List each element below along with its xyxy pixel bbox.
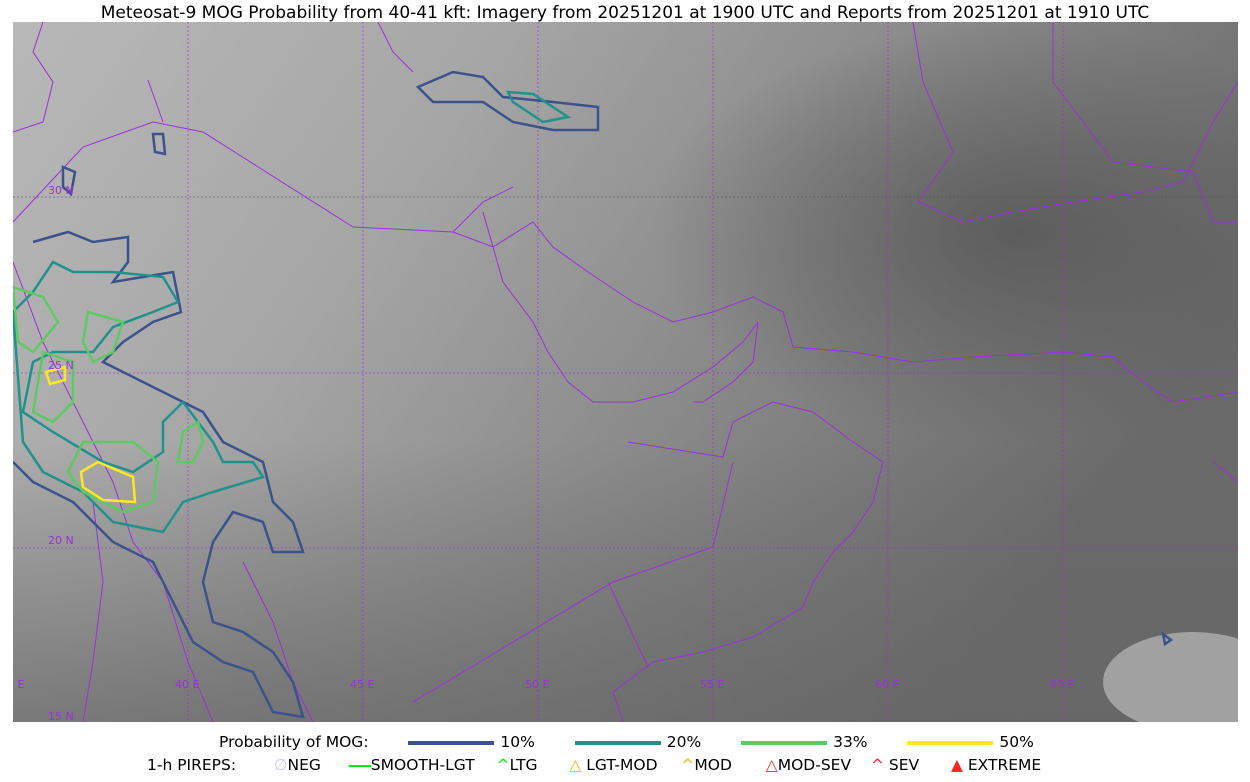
double-caret-bar-icon: △ [765, 756, 778, 774]
level-20-label: 20% [666, 733, 702, 751]
svg-text:65 E: 65 E [1050, 678, 1074, 691]
pirep-sev-label: SEV [888, 756, 920, 774]
double-caret-icon: ^ [870, 756, 884, 774]
map-title: Meteosat-9 MOG Probability from 40-41 kf… [100, 3, 1150, 23]
filled-triangle-icon: ▲ [951, 756, 963, 774]
caret-icon: ^ [681, 756, 695, 774]
level-33-label: 33% [833, 733, 868, 751]
level-10-label: 10% [500, 733, 535, 751]
probability-legend: Probability of MOG: 10% 20% 33% 50% [219, 733, 1034, 751]
svg-text:20 N: 20 N [48, 534, 74, 547]
pirep-lgt-mod-label: LGT-MOD [586, 756, 658, 774]
swatch-20 [574, 740, 661, 745]
pirep-legend: 1-h PIREPS: ∅NEG SMOOTH-LGT ^LTG △ LGT-M… [147, 756, 1041, 774]
lat-labels: 30 N 25 N 20 N 15 N [48, 184, 74, 722]
grid-lines [13, 22, 1238, 722]
caret-bar-icon: △ [569, 756, 582, 774]
svg-text:45 E: 45 E [350, 678, 374, 691]
neg-circle-icon: ∅ [273, 756, 288, 774]
svg-text:55 E: 55 E [700, 678, 724, 691]
svg-text:35 E: 35 E [13, 678, 24, 691]
swatch-10 [408, 740, 495, 745]
svg-text:25 N: 25 N [48, 359, 74, 372]
line-icon [348, 764, 371, 767]
mog-contours [13, 70, 1174, 719]
svg-text:60 E: 60 E [875, 678, 899, 691]
pirep-legend-title: 1-h PIREPS: [147, 756, 237, 774]
svg-text:50 E: 50 E [525, 678, 549, 691]
pirep-smooth-lgt-label: SMOOTH-LGT [370, 756, 475, 774]
svg-text:40 E: 40 E [175, 678, 199, 691]
satellite-map: 30 N 25 N 20 N 15 N 35 E 40 E 45 E 50 E … [13, 22, 1238, 722]
pirep-extreme-label: EXTREME [967, 756, 1042, 774]
swatch-50 [907, 740, 994, 745]
probability-legend-title: Probability of MOG: [219, 733, 369, 751]
lon-labels: 35 E 40 E 45 E 50 E 55 E 60 E 65 E [13, 678, 1074, 691]
pirep-ltg-label: LTG [509, 756, 538, 774]
swatch-33 [741, 740, 828, 745]
pirep-neg-label: NEG [287, 756, 321, 774]
svg-text:30 N: 30 N [48, 184, 74, 197]
caret-icon: ^ [496, 756, 510, 774]
pirep-mod-sev-label: MOD-SEV [777, 756, 852, 774]
svg-text:15 N: 15 N [48, 710, 74, 722]
pirep-mod-label: MOD [694, 756, 732, 774]
level-50-label: 50% [999, 733, 1034, 751]
